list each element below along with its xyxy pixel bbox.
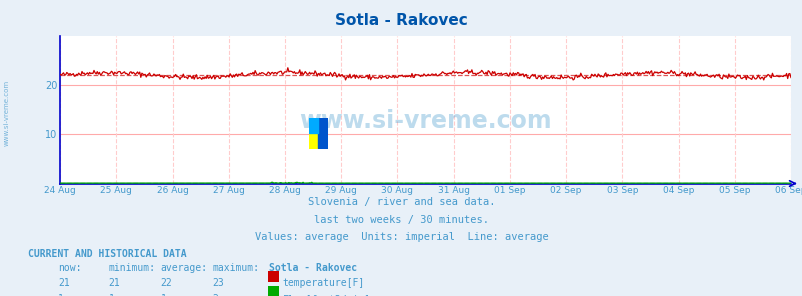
Text: 1: 1 <box>108 294 114 296</box>
Text: CURRENT AND HISTORICAL DATA: CURRENT AND HISTORICAL DATA <box>28 249 187 259</box>
Text: Sotla - Rakovec: Sotla - Rakovec <box>334 13 468 28</box>
Text: 21: 21 <box>58 278 70 288</box>
Text: average:: average: <box>160 263 208 273</box>
Text: 22: 22 <box>160 278 172 288</box>
Text: temperature[F]: temperature[F] <box>282 278 364 288</box>
Text: 23: 23 <box>213 278 225 288</box>
Text: now:: now: <box>58 263 81 273</box>
Text: Flow[foot3/min]: Flow[foot3/min] <box>282 294 371 296</box>
Text: 1: 1 <box>160 294 166 296</box>
Text: Values: average  Units: imperial  Line: average: Values: average Units: imperial Line: av… <box>254 232 548 242</box>
Text: www.si-vreme.com: www.si-vreme.com <box>299 109 551 133</box>
Text: 1: 1 <box>58 294 63 296</box>
Text: www.si-vreme.com: www.si-vreme.com <box>3 79 10 146</box>
Text: last two weeks / 30 minutes.: last two weeks / 30 minutes. <box>314 215 488 225</box>
Text: minimum:: minimum: <box>108 263 156 273</box>
Text: Sotla - Rakovec: Sotla - Rakovec <box>269 263 357 273</box>
Text: maximum:: maximum: <box>213 263 260 273</box>
Text: Slovenia / river and sea data.: Slovenia / river and sea data. <box>307 197 495 207</box>
Text: 2: 2 <box>213 294 218 296</box>
Text: 21: 21 <box>108 278 120 288</box>
